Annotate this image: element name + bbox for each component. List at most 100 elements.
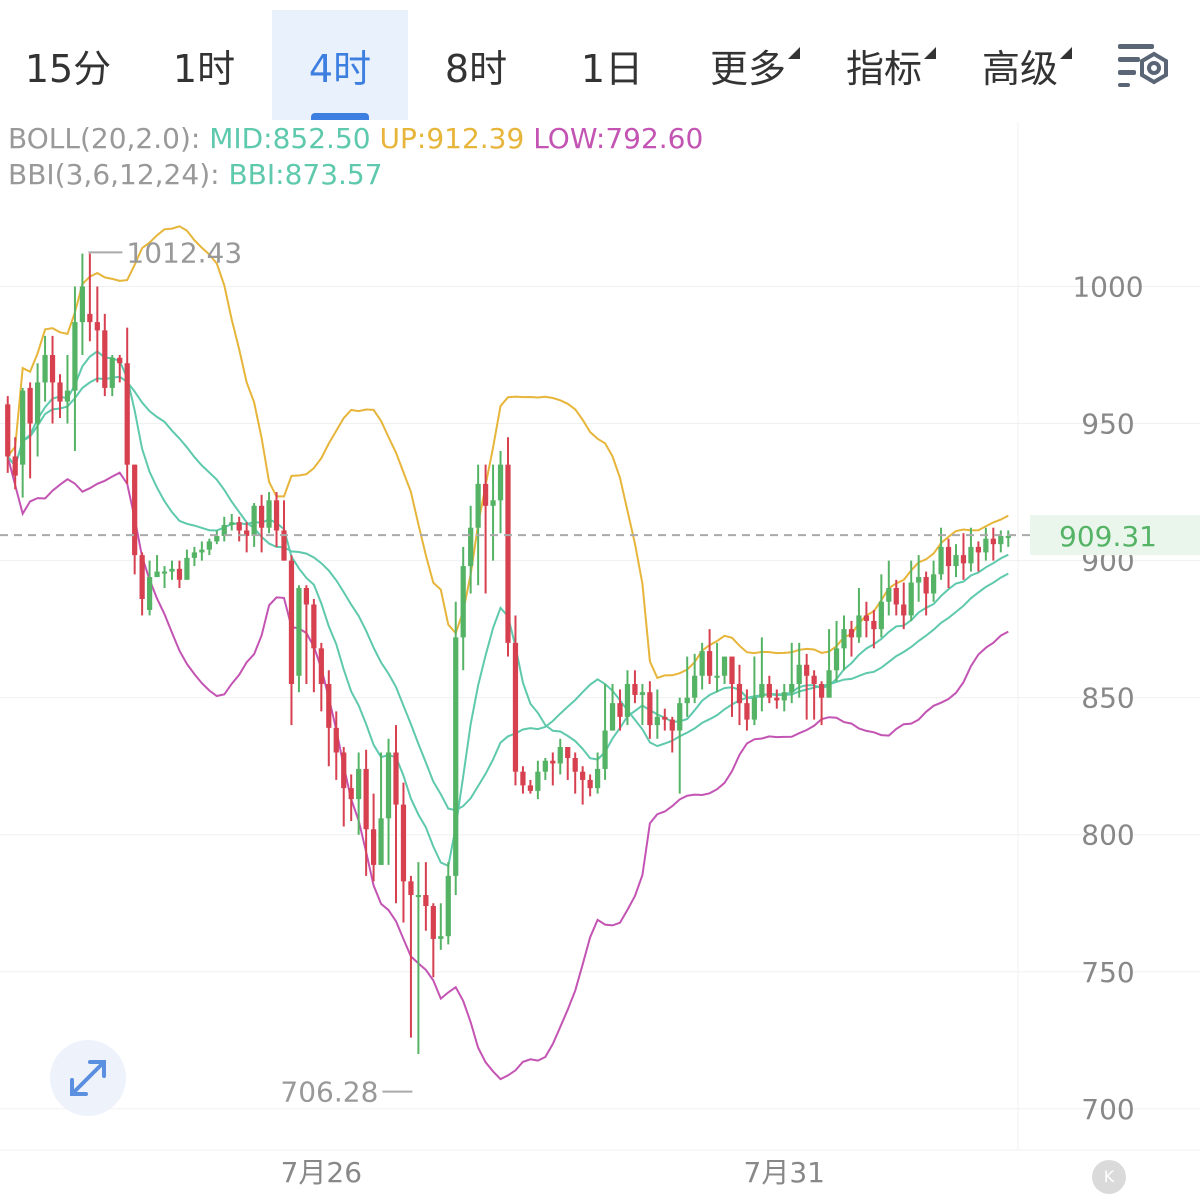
bbi-name: BBI(3,6,12,24):: [8, 158, 220, 191]
bbi-legend: BBI(3,6,12,24): BBI:873.57: [8, 158, 383, 191]
candle-body: [804, 664, 810, 676]
candle-body: [393, 752, 399, 805]
candle-body: [64, 390, 71, 402]
candle-body: [736, 683, 743, 704]
boll-low-value: LOW:792.60: [533, 122, 704, 155]
candle-body: [475, 483, 481, 528]
candle-body: [79, 286, 86, 323]
candle-body: [833, 648, 840, 671]
candle-body: [647, 692, 653, 726]
candle-body: [654, 716, 660, 726]
k-badge[interactable]: K: [1092, 1160, 1126, 1194]
candle-body: [677, 703, 683, 731]
chart-settings-icon[interactable]: [1114, 40, 1174, 90]
candle-body: [766, 683, 772, 698]
candle-body: [550, 760, 556, 764]
dropdown-caret-icon: [788, 46, 800, 59]
candle-body: [87, 313, 93, 323]
tab-0[interactable]: 15分: [0, 10, 136, 120]
expand-arrows-icon[interactable]: [50, 1040, 126, 1116]
current-price-tag: [1030, 515, 1200, 556]
candle-body: [273, 500, 280, 531]
tab-4[interactable]: 1日: [544, 10, 680, 120]
candle-body: [580, 771, 586, 780]
candle-body: [1005, 535, 1011, 538]
tab-2[interactable]: 4时: [272, 10, 408, 120]
candle-body: [117, 357, 123, 364]
candle-body: [945, 546, 952, 567]
candle-body: [527, 785, 534, 791]
candle-body: [662, 716, 668, 720]
x-tick-label: 7月26: [281, 1156, 362, 1189]
candle-body: [49, 355, 56, 383]
candle-body: [57, 382, 63, 402]
candle-body: [385, 752, 392, 819]
candle-body: [497, 464, 504, 501]
candle-body: [356, 768, 362, 800]
candle-body: [139, 555, 145, 599]
candle-body: [699, 651, 705, 676]
candle-body: [146, 577, 153, 610]
boll-legend: BOLL(20,2.0): MID:852.50 UP:912.39 LOW:7…: [8, 122, 703, 155]
candle-body: [229, 522, 235, 525]
candle-body: [303, 588, 310, 605]
candle-body: [445, 875, 451, 937]
candle-body: [214, 535, 220, 542]
candle-body: [453, 637, 459, 876]
candle-body: [505, 464, 511, 643]
tab-7[interactable]: 高级: [952, 10, 1088, 120]
candle-body: [886, 588, 892, 602]
candle-body: [512, 642, 519, 772]
tab-6[interactable]: 指标: [816, 10, 952, 120]
candle-body: [199, 549, 205, 553]
min-price-label: 706.28: [280, 1076, 378, 1109]
candle-body: [975, 546, 982, 553]
boll-low-line: [6, 456, 1009, 1081]
candle-body: [535, 771, 541, 791]
tab-3[interactable]: 8时: [408, 10, 544, 120]
tab-1[interactable]: 1时: [136, 10, 272, 120]
boll-up-value: UP:912.39: [379, 122, 525, 155]
x-tick-label: 7月31: [744, 1156, 825, 1189]
candle-body: [34, 382, 41, 424]
candle-body: [348, 788, 354, 800]
y-tick-label: 700: [1081, 1093, 1134, 1126]
candle-body: [751, 697, 758, 720]
candle-body: [184, 557, 190, 580]
candle-body: [617, 703, 623, 717]
candle-body: [841, 629, 847, 649]
candle-body: [602, 730, 608, 769]
candle-body: [520, 771, 526, 786]
candle-body: [266, 500, 272, 528]
candle-body: [901, 604, 907, 616]
boll-mid-value: MID:852.50: [209, 122, 371, 155]
candle-body: [908, 582, 914, 616]
y-tick-label: 800: [1081, 819, 1134, 852]
candle-body: [789, 683, 795, 693]
y-tick-label: 950: [1081, 408, 1134, 441]
candle-body: [744, 703, 750, 720]
candle-body: [706, 651, 713, 676]
candle-body: [893, 588, 899, 605]
candle-body: [796, 664, 802, 684]
candle-body: [632, 683, 638, 695]
candle-body: [244, 530, 250, 536]
candle-body: [326, 683, 332, 728]
candle-body: [863, 615, 870, 621]
candle-body: [378, 818, 384, 865]
candle-body: [542, 760, 548, 772]
candle-body: [311, 604, 317, 649]
candle-body: [729, 656, 735, 684]
candle-body: [557, 747, 563, 764]
candle-body: [408, 881, 414, 896]
candle-body: [109, 357, 115, 388]
tab-5[interactable]: 更多: [680, 10, 816, 120]
candle-body: [430, 906, 436, 939]
y-tick-label: 750: [1081, 956, 1134, 989]
timeframe-tab-bar: 15分 1时 4时 8时 1日 更多 指标 高级: [0, 0, 1200, 120]
tab-label: 1时: [172, 46, 236, 91]
candle-body: [818, 683, 825, 698]
candle-body: [714, 675, 720, 678]
candle-body: [169, 568, 175, 572]
